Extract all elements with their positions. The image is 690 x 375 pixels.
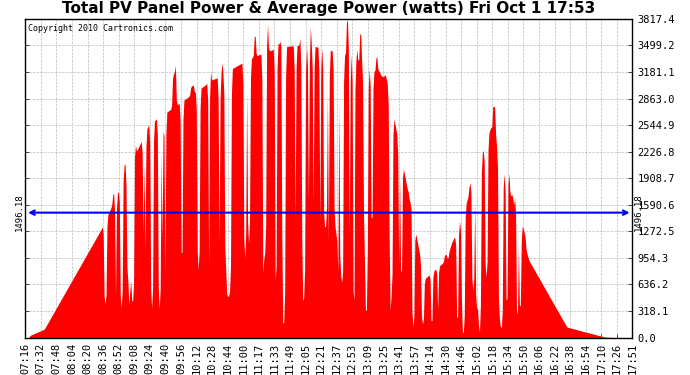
Text: 1496.18: 1496.18 [633,194,642,231]
Text: Copyright 2010 Cartronics.com: Copyright 2010 Cartronics.com [28,24,173,33]
Title: Total PV Panel Power & Average Power (watts) Fri Oct 1 17:53: Total PV Panel Power & Average Power (wa… [62,2,595,16]
Text: 1496.18: 1496.18 [15,194,24,231]
